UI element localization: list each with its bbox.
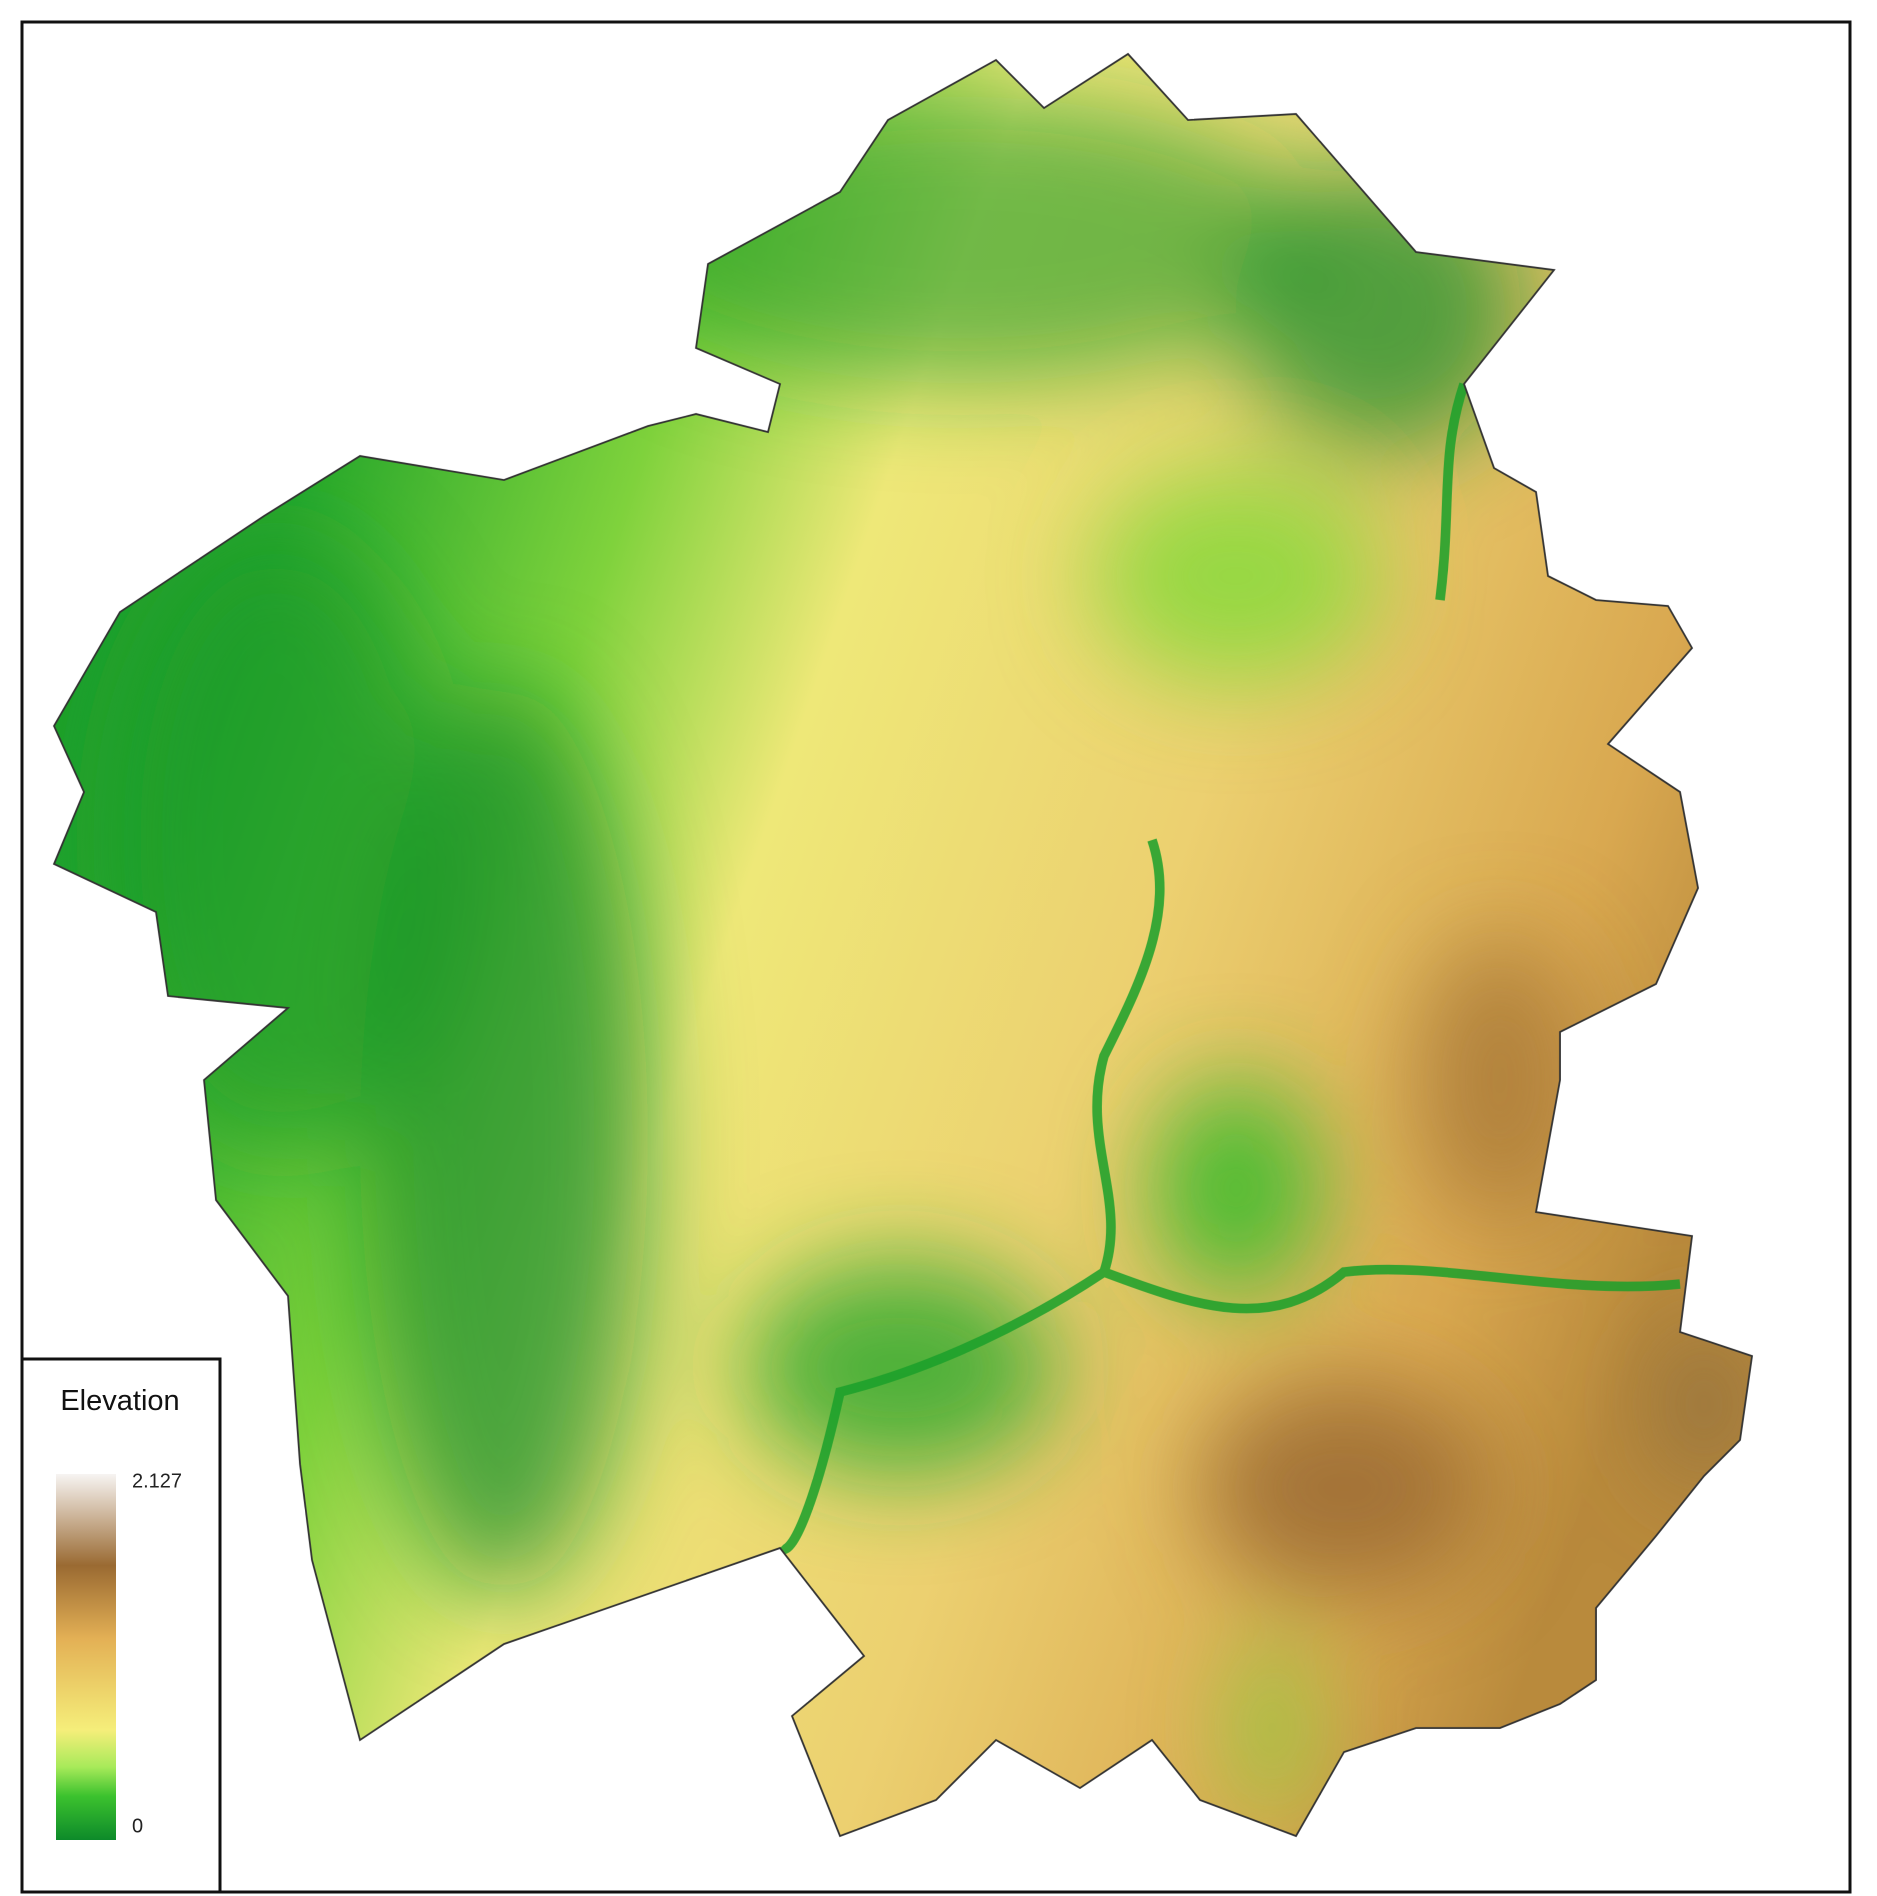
legend: Elevation 2.127 0 [20, 1357, 222, 1894]
legend-box [20, 1357, 222, 1894]
legend-max-label: 2.127 [132, 1470, 182, 1492]
legend-color-ramp [56, 1474, 116, 1840]
legend-min-label: 0 [132, 1815, 143, 1837]
legend-title: Elevation [60, 1385, 179, 1417]
